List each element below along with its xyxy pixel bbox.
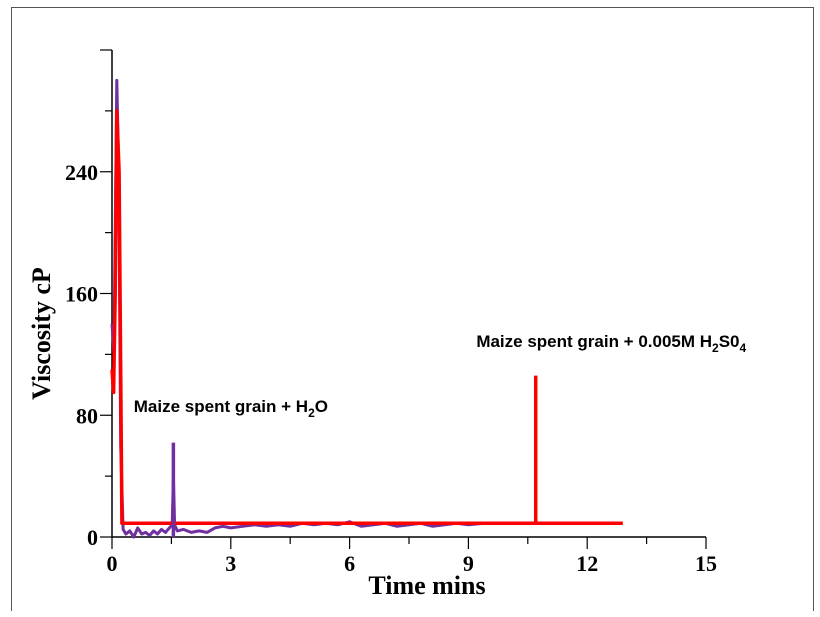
y-tick-label: 80 bbox=[76, 403, 98, 428]
axes: 0 80 160 240 0 3 6 9 12 15 bbox=[65, 49, 717, 576]
subscript: 2 bbox=[712, 341, 719, 355]
y-tick-label: 240 bbox=[65, 160, 98, 185]
y-tick-label: 0 bbox=[87, 525, 98, 550]
x-tick-label: 9 bbox=[463, 551, 474, 576]
subscript: 2 bbox=[308, 406, 315, 420]
label-text: O bbox=[315, 397, 328, 416]
series-layer bbox=[110, 78, 623, 539]
label-text: Maize spent grain + H bbox=[134, 397, 308, 416]
annotation-label-2: Maize spent grain + 0.005M H2S04 bbox=[476, 332, 746, 355]
annotation-label-1: Maize spent grain + H2O bbox=[134, 397, 328, 420]
x-tick-label: 6 bbox=[344, 551, 355, 576]
image-frame bbox=[11, 7, 814, 611]
x-tick-label: 12 bbox=[576, 551, 598, 576]
y-axis-title: Viscosity cP bbox=[27, 267, 56, 400]
label-text: S0 bbox=[719, 332, 740, 351]
series-line-2 bbox=[110, 109, 623, 526]
x-axis-title: Time mins bbox=[368, 571, 485, 600]
x-tick-label: 15 bbox=[695, 551, 717, 576]
subscript: 4 bbox=[740, 341, 747, 355]
series-line-1 bbox=[110, 78, 485, 539]
label-text: Maize spent grain + 0.005M H bbox=[476, 332, 712, 351]
y-tick-label: 160 bbox=[65, 282, 98, 307]
x-tick-label: 3 bbox=[225, 551, 236, 576]
x-tick-label: 0 bbox=[107, 551, 118, 576]
